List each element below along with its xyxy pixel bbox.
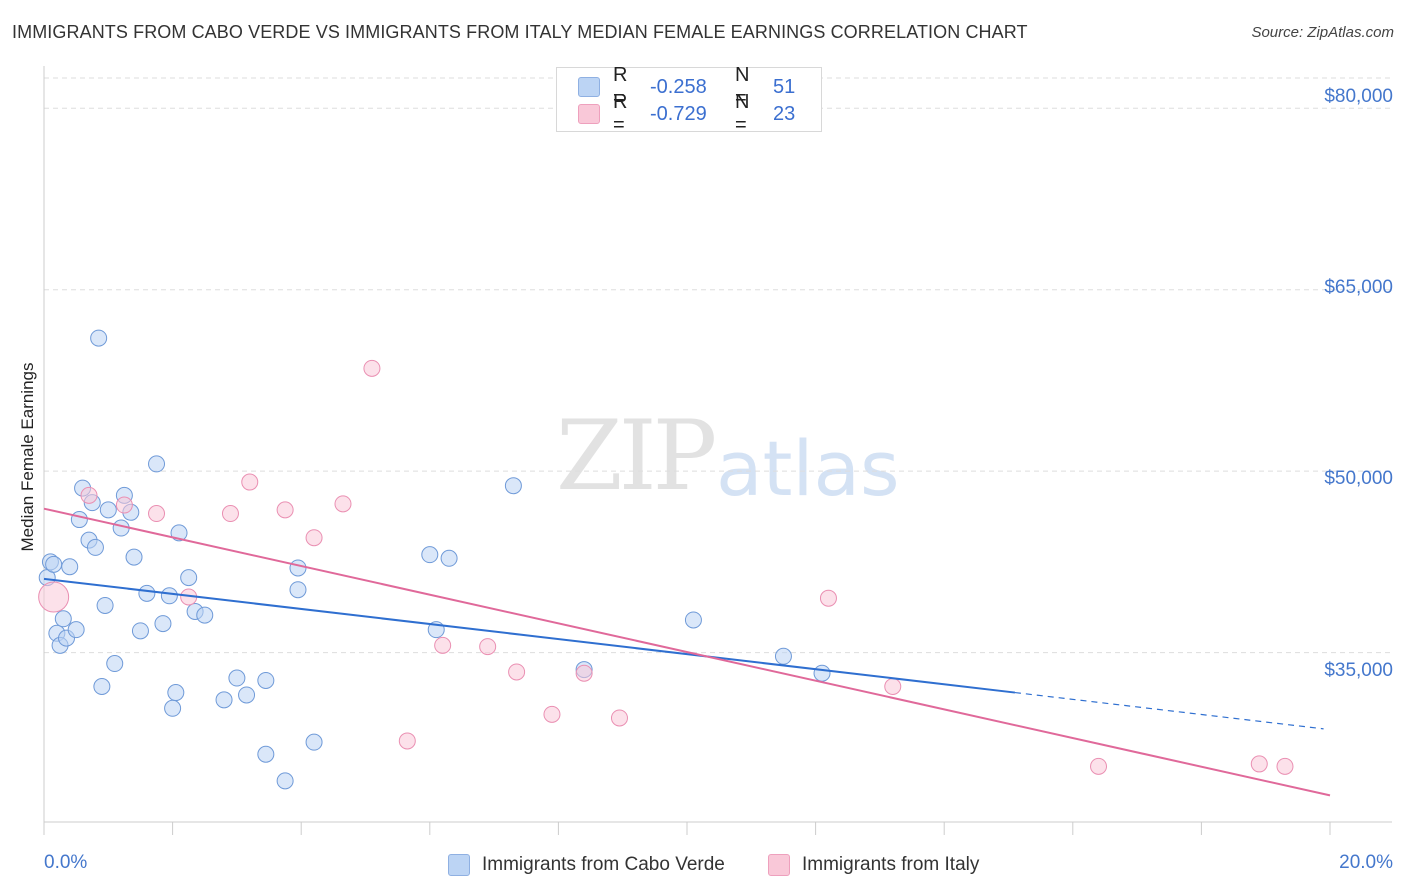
point-cabo-verde — [257, 671, 275, 689]
point-cabo-verde — [154, 615, 172, 633]
point-cabo-verde — [421, 546, 439, 564]
point-italy — [610, 709, 628, 727]
point-italy — [334, 495, 352, 513]
point-italy — [884, 678, 902, 696]
point-italy — [398, 732, 416, 750]
point-cabo-verde — [167, 684, 185, 702]
point-cabo-verde — [45, 555, 63, 573]
correlation-legend: R = -0.258 N = 51 R = -0.729 N = 23 — [556, 64, 822, 136]
point-cabo-verde — [160, 587, 178, 605]
y-tick-label: $65,000 — [1324, 277, 1393, 298]
point-cabo-verde — [215, 691, 233, 709]
point-italy — [38, 581, 70, 613]
point-cabo-verde — [180, 569, 198, 587]
point-italy — [543, 705, 561, 723]
point-cabo-verde — [684, 611, 702, 629]
point-cabo-verde — [67, 621, 85, 639]
point-italy — [479, 638, 497, 656]
point-cabo-verde — [148, 455, 166, 473]
legend-label: Immigrants from Cabo Verde — [482, 854, 725, 875]
chart-title: IMMIGRANTS FROM CABO VERDE VS IMMIGRANTS… — [12, 22, 1028, 42]
pink-swatch-icon — [578, 104, 600, 124]
point-cabo-verde — [138, 584, 156, 602]
r-label: R = — [613, 91, 628, 136]
point-italy — [148, 505, 166, 523]
point-italy — [1250, 755, 1268, 773]
legend-label: Immigrants from Italy — [802, 854, 980, 875]
point-cabo-verde — [86, 538, 104, 556]
n-label: N = — [735, 91, 750, 136]
point-cabo-verde — [54, 610, 72, 628]
trend-line-dashed-cabo-verde — [1014, 691, 1324, 730]
point-italy — [1090, 757, 1108, 775]
point-cabo-verde — [96, 596, 114, 614]
point-cabo-verde — [90, 329, 108, 347]
point-cabo-verde — [131, 622, 149, 640]
trend-line-italy — [43, 507, 1331, 797]
point-cabo-verde — [504, 477, 522, 495]
point-cabo-verde — [813, 664, 831, 682]
point-cabo-verde — [93, 678, 111, 696]
point-cabo-verde — [238, 686, 256, 704]
point-cabo-verde — [164, 699, 182, 717]
blue-swatch-icon — [448, 854, 470, 876]
point-cabo-verde — [106, 655, 124, 673]
point-italy — [1276, 757, 1294, 775]
point-cabo-verde — [440, 549, 458, 567]
point-cabo-verde — [289, 581, 307, 599]
point-cabo-verde — [289, 559, 307, 577]
point-italy — [80, 486, 98, 504]
point-italy — [575, 664, 593, 682]
watermark-atlas: atlas — [716, 424, 900, 513]
n-value: 23 — [773, 102, 796, 125]
point-italy — [221, 505, 239, 523]
r-value: -0.258 — [650, 75, 707, 98]
point-italy — [241, 473, 259, 491]
point-italy — [819, 589, 837, 607]
r-label: R = — [613, 64, 628, 109]
point-cabo-verde — [99, 501, 117, 519]
trend-line-cabo-verde — [43, 577, 1016, 694]
point-cabo-verde — [196, 606, 214, 624]
source-label: Source: ZipAtlas.com — [1251, 24, 1394, 41]
point-cabo-verde — [774, 647, 792, 665]
legend-item-cabo-verde: Immigrants from Cabo Verde — [448, 852, 725, 878]
n-value: 51 — [773, 75, 796, 98]
r-value: -0.729 — [650, 102, 707, 125]
point-italy — [363, 359, 381, 377]
point-cabo-verde — [70, 511, 88, 529]
x-tick-label: 0.0% — [44, 852, 88, 873]
point-italy — [305, 529, 323, 547]
y-axis-label: Median Female Earnings — [18, 362, 37, 552]
point-cabo-verde — [276, 772, 294, 790]
point-italy — [276, 501, 294, 519]
x-tick-label: 20.0% — [1339, 852, 1393, 873]
point-cabo-verde — [257, 745, 275, 763]
point-cabo-verde — [228, 669, 246, 687]
point-cabo-verde — [61, 558, 79, 576]
pink-swatch-icon — [768, 854, 790, 876]
point-cabo-verde — [125, 548, 143, 566]
watermark-zip: ZIP — [556, 400, 717, 512]
y-tick-label: $80,000 — [1324, 86, 1393, 107]
legend-item-italy: Immigrants from Italy — [768, 852, 979, 878]
point-italy — [434, 636, 452, 654]
point-italy — [508, 663, 526, 681]
y-tick-label: $35,000 — [1324, 660, 1393, 681]
blue-swatch-icon — [578, 77, 600, 97]
n-label: N = — [735, 64, 750, 109]
y-tick-label: $50,000 — [1324, 468, 1393, 489]
point-cabo-verde — [305, 733, 323, 751]
point-italy — [115, 496, 133, 514]
